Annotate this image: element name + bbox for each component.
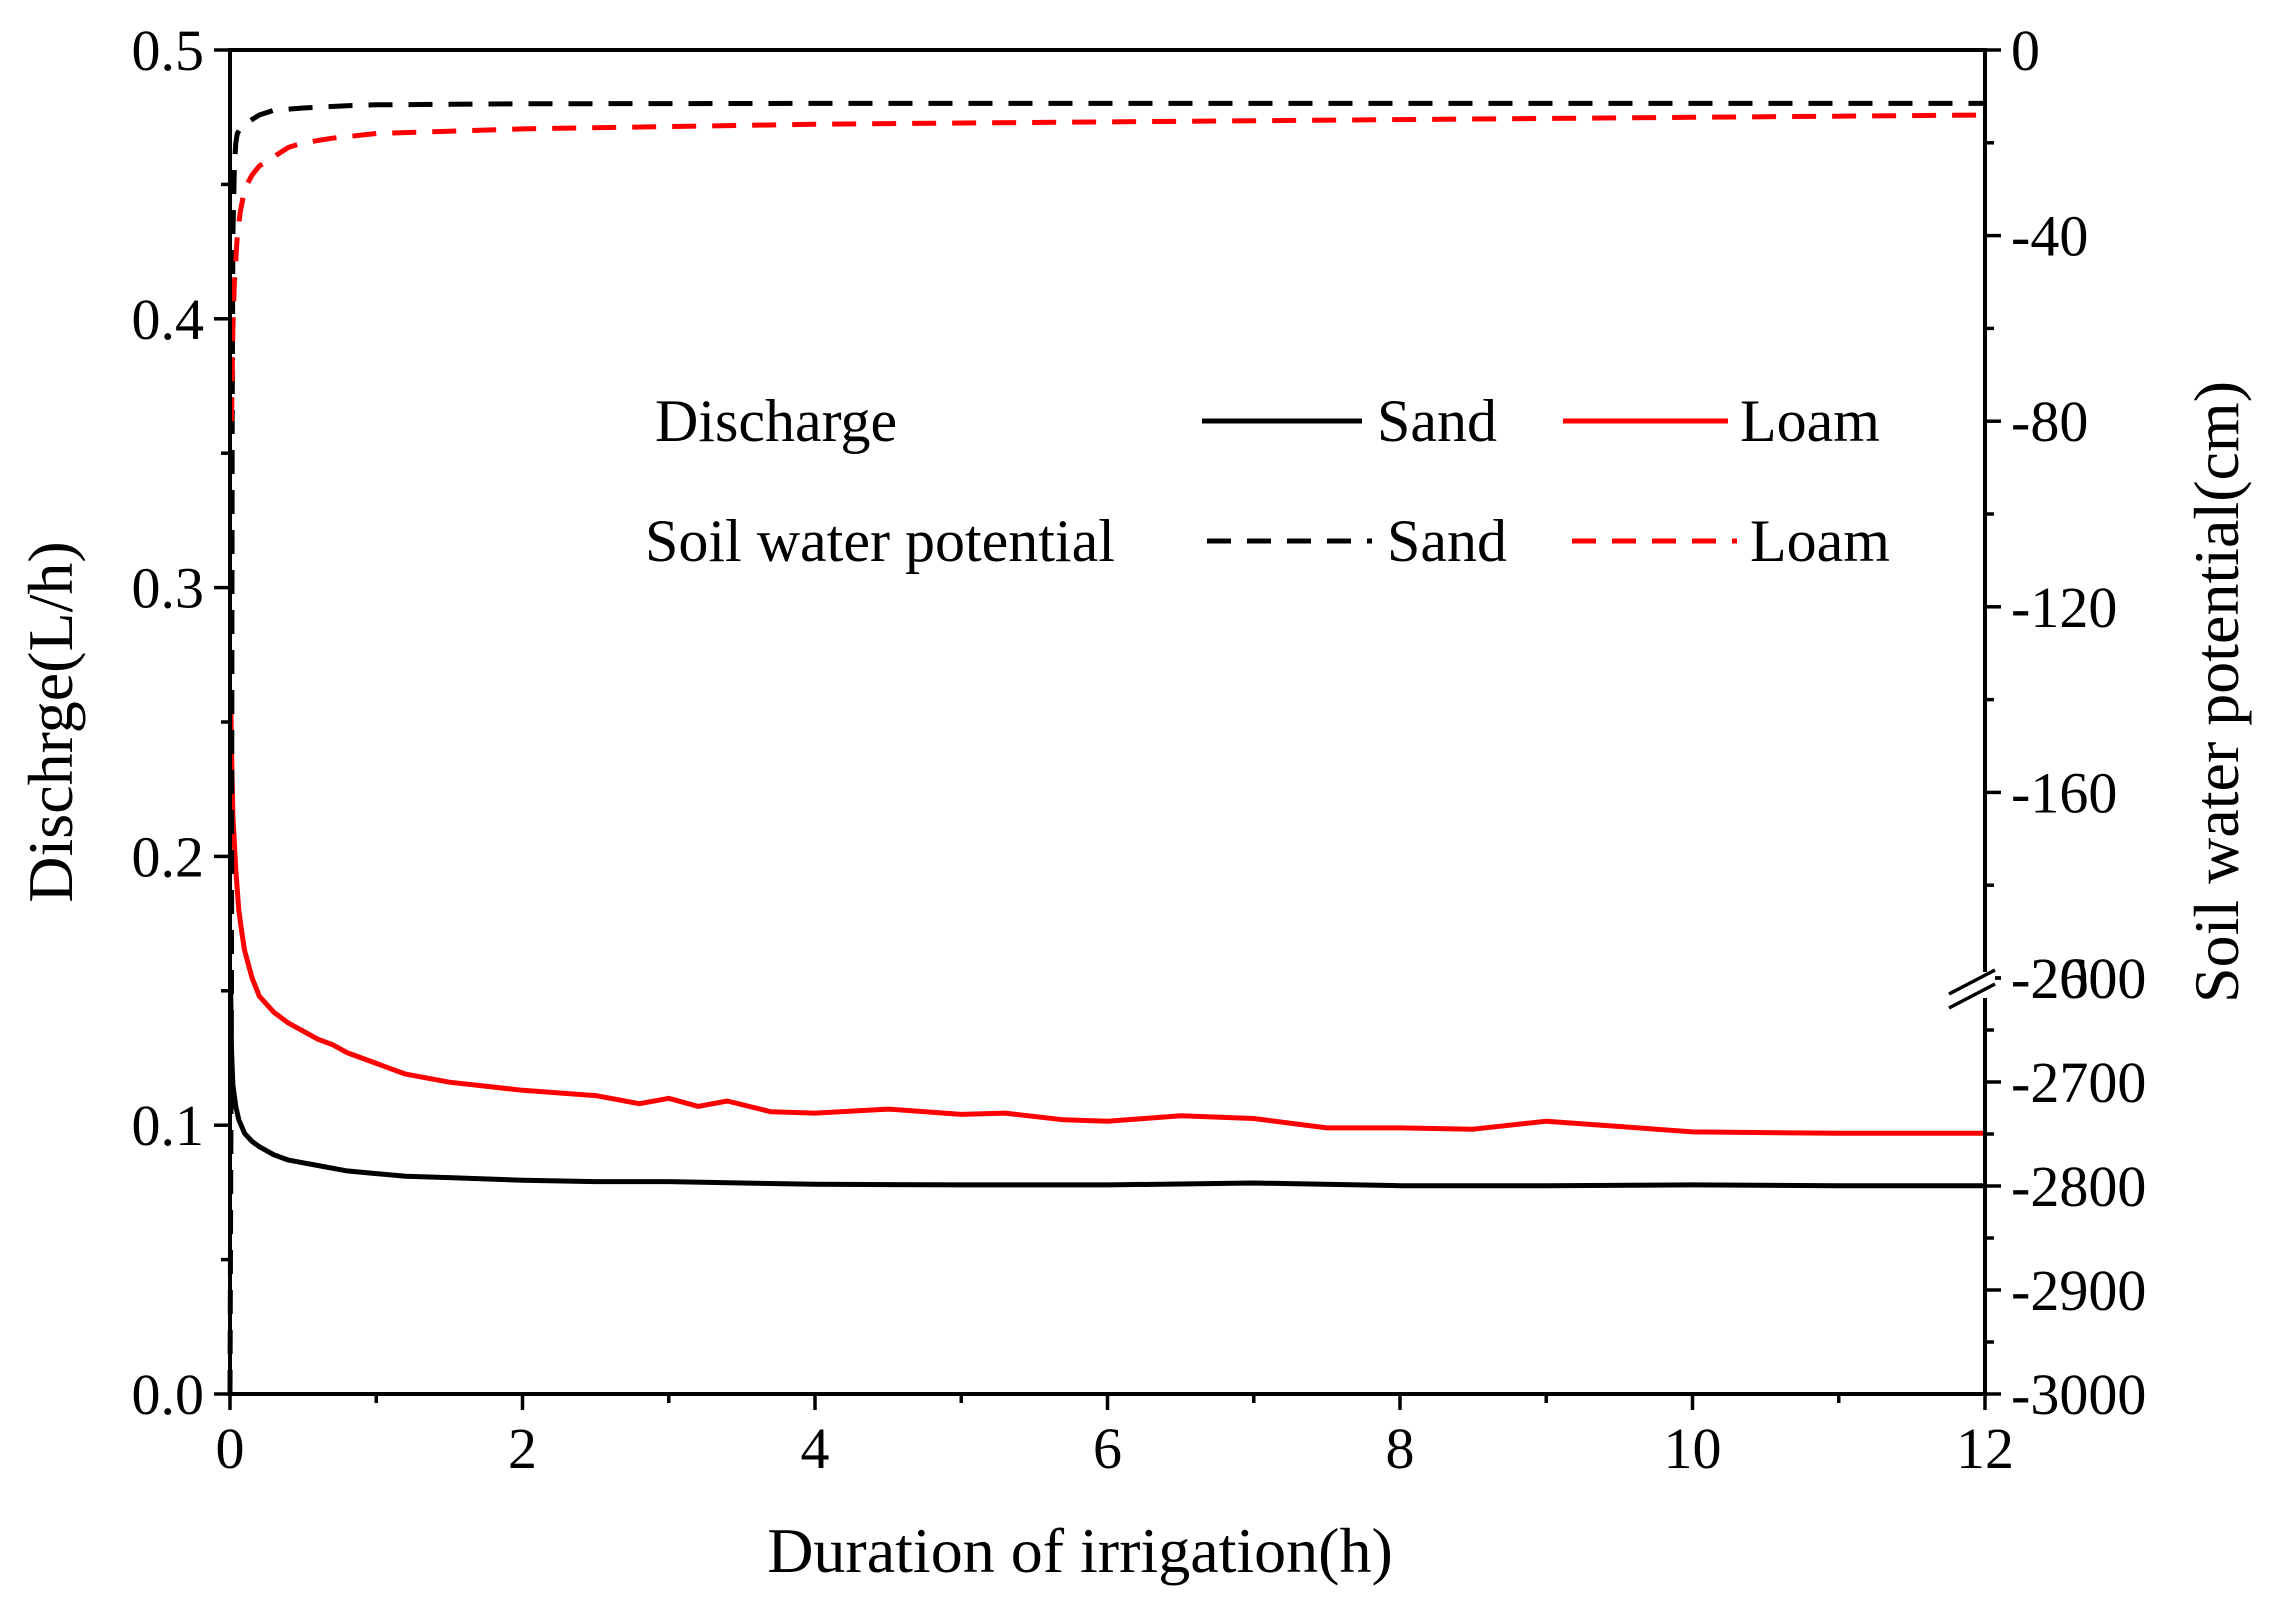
y2-tick-label: -40 (2011, 204, 2088, 269)
x-tick-label: 6 (1093, 1416, 1122, 1481)
y2-tick-label: 0 (2011, 18, 2040, 83)
y2-tick-label: -160 (2011, 760, 2117, 825)
legend-label-loam-discharge: Loam (1740, 388, 1880, 454)
y2-tick-label: -120 (2011, 575, 2117, 640)
legend-label-loam-potential: Loam (1750, 508, 1890, 574)
right-axis-break-marker (1948, 968, 1996, 1010)
y2-tick-label: -3000 (2011, 1362, 2146, 1427)
x-tick-label: 2 (508, 1416, 537, 1481)
legend-group-discharge: Discharge (655, 388, 897, 454)
y2-tick-label: -80 (2011, 389, 2088, 454)
y-tick-label: 0.5 (132, 18, 205, 83)
axis-ticks (214, 48, 2001, 1410)
x-tick-label: 10 (1664, 1416, 1722, 1481)
y2-axis-label: Soil water potential(cm) (2181, 381, 2252, 1003)
y-tick-label: 0.3 (132, 556, 205, 621)
axis-break-slash (1948, 982, 1996, 1010)
x-axis-label: Duration of irrigation(h) (767, 1515, 1393, 1586)
legend: Discharge Sand Loam Soil water potential… (645, 388, 1890, 574)
tick-labels: 0 2 4 6 8 10 12 0.0 0.1 0.2 0.3 0.4 0.5 0 -40 -80 -120 -1… (132, 18, 2147, 1481)
y2-tick-label: -200 (2011, 946, 2117, 1011)
series-line-sand-discharge (228, 990, 1985, 1189)
y-tick-label: 0.0 (132, 1362, 205, 1427)
x-tick-label: 0 (216, 1416, 245, 1481)
x-tick-label: 8 (1386, 1416, 1415, 1481)
legend-label-sand-discharge: Sand (1377, 388, 1497, 454)
y2-tick-label: -2700 (2011, 1050, 2146, 1115)
plot-series (227, 100, 1986, 1395)
y-tick-label: 0.1 (132, 1093, 205, 1158)
legend-group-soil-water-potential: Soil water potential (645, 508, 1115, 574)
axis-break-slash (1948, 968, 1996, 996)
y2-tick-label: -2600 (2011, 946, 2146, 1011)
y-tick-label: 0.4 (132, 287, 205, 352)
x-tick-label: 4 (801, 1416, 830, 1481)
y2-tick-label: -2900 (2011, 1258, 2146, 1323)
y-tick-label: 0.2 (132, 824, 205, 889)
legend-label-sand-potential: Sand (1387, 508, 1507, 574)
x-tick-label: 12 (1956, 1416, 2014, 1481)
series-line-loam-discharge (228, 695, 1985, 1136)
plot-frame (228, 48, 1987, 1396)
y-axis-label: Dischrge(L/h) (15, 541, 86, 902)
series-line-loam-soil-water-potential (229, 112, 1986, 422)
series-line-sand-soil-water-potential (227, 100, 1985, 1395)
y2-tick-label: -2800 (2011, 1154, 2146, 1219)
